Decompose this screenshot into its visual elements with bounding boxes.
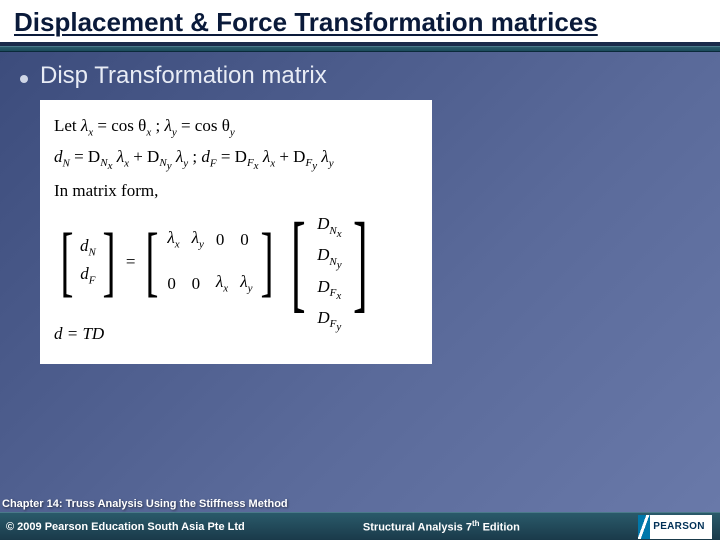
slide-header: Displacement & Force Transformation matr… xyxy=(0,0,720,46)
bracket-icon: [ xyxy=(60,230,73,292)
bullet-icon xyxy=(20,75,28,83)
book-pre: Structural Analysis 7 xyxy=(363,522,472,534)
lambda: λ xyxy=(164,116,171,135)
zero: 0 xyxy=(216,227,228,253)
eq-text: = cos θ xyxy=(97,116,146,135)
eq-text: = D xyxy=(221,147,247,166)
result-eq: d = TD xyxy=(54,324,104,343)
var: D xyxy=(317,245,329,264)
math-result: d = TD xyxy=(54,321,418,347)
pearson-logo: PEARSON xyxy=(638,515,712,539)
var: d xyxy=(201,147,210,166)
bracket-icon: ] xyxy=(102,230,115,292)
bracket-icon: [ xyxy=(291,220,306,303)
zero: 0 xyxy=(192,271,204,297)
slide-footer: Chapter 14: Truss Analysis Using the Sti… xyxy=(0,494,720,540)
bracket-icon: ] xyxy=(261,230,274,292)
plus: + D xyxy=(133,147,159,166)
book-sup: th xyxy=(472,519,480,528)
bullet-text: Disp Transformation matrix xyxy=(40,62,327,90)
bullet-item: Disp Transformation matrix xyxy=(20,62,700,90)
var: d xyxy=(54,147,63,166)
book-title: Structural Analysis 7th Edition xyxy=(363,519,520,534)
matrix-equation: [ dN dF ] = [ λx λy 0 0 0 0 λx λy ] [ DN… xyxy=(54,211,418,311)
slide-title: Displacement & Force Transformation matr… xyxy=(14,8,706,38)
var: D xyxy=(317,214,329,233)
lambda: λ xyxy=(117,147,124,166)
var: D xyxy=(317,308,329,327)
vector-d: dN dF xyxy=(80,233,96,289)
var: λ xyxy=(240,272,247,291)
bracket-icon: [ xyxy=(146,230,159,292)
zero: 0 xyxy=(240,227,252,253)
plus: + D xyxy=(279,147,305,166)
eq-text: = D xyxy=(74,147,100,166)
var: d xyxy=(80,264,89,283)
logo-stripe-icon xyxy=(638,515,650,539)
eq-text: = cos θ xyxy=(181,116,230,135)
sep: ; xyxy=(192,147,201,166)
var: λ xyxy=(167,228,174,247)
let-text: Let xyxy=(54,116,81,135)
copyright-text: © 2009 Pearson Education South Asia Pte … xyxy=(6,521,245,533)
var: λ xyxy=(192,228,199,247)
logo-text: PEARSON xyxy=(653,521,705,532)
book-post: Edition xyxy=(480,522,520,534)
math-line-1: Let λx = cos θx ; λy = cos θy xyxy=(54,113,418,141)
footer-bar: © 2009 Pearson Education South Asia Pte … xyxy=(0,512,720,540)
bracket-icon: ] xyxy=(353,220,368,303)
transformation-matrix: λx λy 0 0 0 0 λx λy xyxy=(165,221,254,301)
math-equations: Let λx = cos θx ; λy = cos θy dN = DNx λ… xyxy=(40,100,432,364)
zero: 0 xyxy=(167,271,179,297)
math-line-2: dN = DNx λx + DNy λy ; dF = DFx λx + DFy… xyxy=(54,144,418,175)
vector-D: DNx DNy DFx DFy xyxy=(317,211,342,311)
equals: = xyxy=(126,249,136,275)
chapter-label: Chapter 14: Truss Analysis Using the Sti… xyxy=(0,494,720,512)
var: D xyxy=(317,277,329,296)
slide-content: Disp Transformation matrix Let λx = cos … xyxy=(0,52,720,374)
lambda: λ xyxy=(321,147,328,166)
